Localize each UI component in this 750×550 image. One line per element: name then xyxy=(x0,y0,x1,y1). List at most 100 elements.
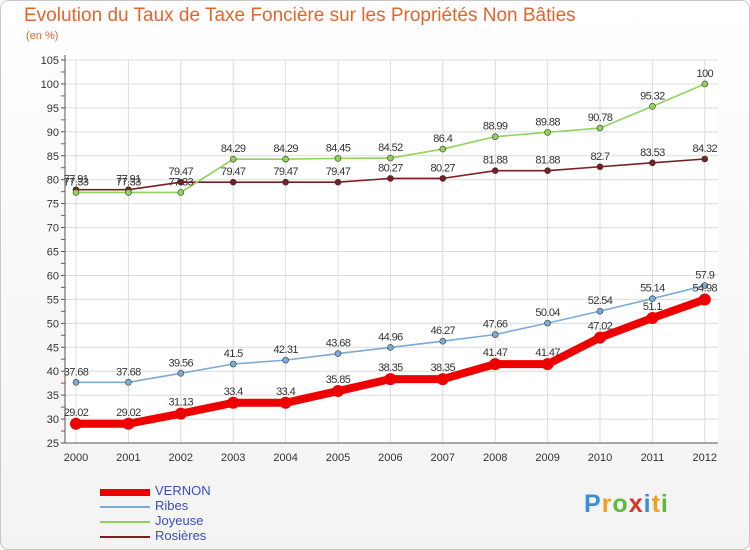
data-label: 52.54 xyxy=(588,295,613,307)
legend-item-vernon: VERNON xyxy=(100,483,260,499)
data-point xyxy=(544,167,551,174)
y-tick-label: 80 xyxy=(47,175,59,187)
data-point xyxy=(594,331,606,344)
data-point xyxy=(334,155,342,162)
data-label: 44.96 xyxy=(378,331,403,343)
data-point xyxy=(229,178,237,186)
y-tick-label: 90 xyxy=(47,127,59,139)
data-label: 100 xyxy=(697,68,714,80)
y-tick-label: 45 xyxy=(47,342,59,354)
data-point xyxy=(439,175,447,182)
y-tick-label: 50 xyxy=(47,318,59,330)
x-tick-label: 2008 xyxy=(483,452,507,464)
data-point xyxy=(282,155,289,163)
data-label: 82.7 xyxy=(590,151,609,163)
data-point xyxy=(384,373,397,386)
legend-swatch xyxy=(100,488,150,496)
data-label: 77.91 xyxy=(116,174,141,186)
data-label: 90.78 xyxy=(588,112,613,124)
x-tick-label: 2012 xyxy=(693,452,717,464)
data-point xyxy=(387,154,394,162)
data-point xyxy=(701,282,709,289)
data-point xyxy=(649,103,656,110)
y-tick-label: 40 xyxy=(47,366,59,378)
y-tick-label: 55 xyxy=(47,294,59,306)
series-vernon: 29.02 29.02 31.13 33.4 33.4 35.85 38.35 38.35 41… xyxy=(64,282,718,430)
data-label: 81.88 xyxy=(535,155,560,167)
data-label: 51.1 xyxy=(643,301,662,313)
y-tick-label: 85 xyxy=(47,151,59,163)
data-label: 79.47 xyxy=(221,166,246,178)
data-point xyxy=(489,358,502,371)
logo-letter: x xyxy=(628,490,644,518)
data-point xyxy=(596,124,604,132)
data-point xyxy=(649,159,656,167)
y-tick-label: 65 xyxy=(47,247,59,259)
data-label: 88.99 xyxy=(483,121,508,133)
data-point xyxy=(334,350,342,357)
x-tick-label: 2000 xyxy=(64,452,88,464)
y-tick-label: 70 xyxy=(47,223,59,235)
legend-item-joyeuse: Joyeuse xyxy=(100,513,260,529)
data-label: 47.02 xyxy=(588,321,613,333)
data-point xyxy=(491,133,499,140)
logo-letter: t xyxy=(651,490,661,518)
legend-label: Joyeuse xyxy=(155,513,204,528)
data-label: 81.88 xyxy=(483,155,508,167)
x-tick-label: 2002 xyxy=(169,452,193,464)
data-label: 77.33 xyxy=(169,176,194,188)
data-point xyxy=(387,344,394,351)
data-label: 33.4 xyxy=(276,386,295,398)
y-tick-label: 25 xyxy=(47,438,59,450)
y-tick-label: 95 xyxy=(47,103,59,115)
data-point xyxy=(282,178,289,186)
data-label: 84.52 xyxy=(378,142,403,154)
data-label: 80.27 xyxy=(431,162,456,174)
data-point xyxy=(436,373,449,386)
data-label: 33.4 xyxy=(224,386,243,398)
data-point xyxy=(544,319,551,327)
y-tick-label: 30 xyxy=(47,414,59,426)
data-label: 31.13 xyxy=(169,397,194,409)
legend-item-rosières: Rosières xyxy=(100,528,260,544)
x-tick-label: 2003 xyxy=(221,452,245,464)
data-point xyxy=(334,178,342,186)
data-label: 79.47 xyxy=(169,166,194,178)
proxiti-logo: Proxiti xyxy=(584,490,669,519)
data-point xyxy=(229,155,237,163)
data-point xyxy=(177,189,185,196)
y-tick-label: 60 xyxy=(47,270,59,282)
data-label: 41.47 xyxy=(535,347,560,359)
data-label: 79.47 xyxy=(273,166,298,178)
data-label: 41.47 xyxy=(483,347,508,359)
data-point xyxy=(279,396,292,409)
data-point xyxy=(649,295,656,303)
data-point xyxy=(227,396,240,409)
data-point xyxy=(177,178,185,186)
data-point xyxy=(701,80,709,88)
data-label: 43.68 xyxy=(326,338,351,350)
chart-title: Evolution du Taux de Taxe Foncière sur l… xyxy=(24,5,576,26)
data-point xyxy=(125,189,132,196)
data-label: 42.31 xyxy=(273,344,298,356)
legend-label: VERNON xyxy=(155,483,211,498)
data-point xyxy=(701,155,709,163)
data-point xyxy=(332,385,344,398)
data-point xyxy=(70,417,82,430)
data-label: 79.47 xyxy=(326,166,351,178)
data-label: 55.14 xyxy=(640,283,665,295)
data-label: 86.4 xyxy=(433,133,452,145)
x-tick-label: 2006 xyxy=(378,452,402,464)
data-label: 35.85 xyxy=(326,374,351,386)
data-point xyxy=(72,378,80,386)
x-tick-label: 2005 xyxy=(326,452,350,464)
data-label: 89.88 xyxy=(535,116,560,128)
data-point xyxy=(491,331,499,338)
y-tick-label: 100 xyxy=(41,79,59,91)
data-point xyxy=(646,312,659,325)
unit-label: (en %) xyxy=(26,30,59,42)
data-label: 77.33 xyxy=(116,176,141,188)
data-label: 84.32 xyxy=(693,143,718,155)
legend-label: Ribes xyxy=(155,498,189,513)
